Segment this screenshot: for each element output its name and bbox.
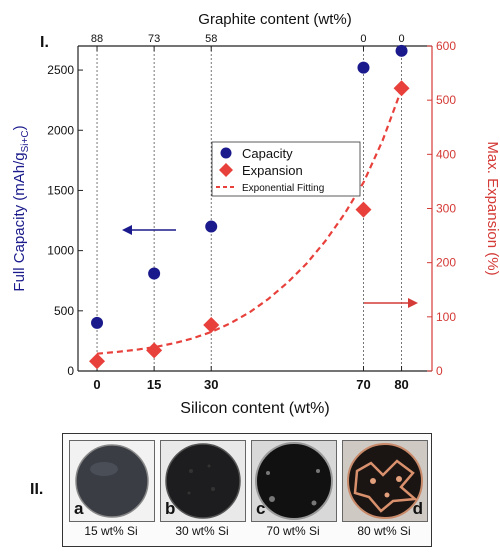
y-right-tick-label: 300 [436, 202, 456, 216]
legend-expansion-marker [219, 163, 233, 177]
y-right-tick-label: 500 [436, 93, 456, 107]
photo-image: c [251, 440, 337, 522]
electrode-disc-image [75, 444, 149, 518]
photo-letter: b [165, 499, 176, 518]
chart-area: 0 88 15 73 30 58 70 0 80 0 0 500 1000 1500 2000 2500 0 10… [11, 11, 500, 417]
photo-caption: 15 wt% Si [84, 524, 138, 538]
capacity-point [357, 61, 370, 74]
top-tick-label: 0 [398, 33, 404, 45]
expansion-point [146, 342, 163, 359]
legend-capacity-label: Capacity [242, 146, 293, 161]
expansion-point [203, 316, 220, 333]
expansion-point [393, 80, 410, 97]
y-right-tick-label: 600 [436, 39, 456, 53]
y-left-tick-label: 2000 [47, 123, 74, 137]
photo-letter: d [412, 499, 423, 518]
capacity-point [91, 316, 104, 329]
y-right-tick-label: 100 [436, 310, 456, 324]
electrode-disc-image [165, 443, 241, 519]
top-tick-label: 88 [91, 33, 103, 45]
photo-caption: 30 wt% Si [175, 524, 229, 538]
capacity-point [148, 267, 161, 280]
photo-letter: c [256, 499, 266, 518]
photo-caption: 80 wt% Si [357, 524, 411, 538]
x-tick-label: 70 [356, 377, 370, 392]
x-tick-label: 30 [204, 377, 218, 392]
y-left-tick-label: 500 [54, 304, 74, 318]
x-tick-label: 80 [394, 377, 408, 392]
top-tick-label: 58 [205, 33, 217, 45]
y-left-tick-label: 1000 [47, 244, 74, 258]
top-tick-label: 73 [148, 33, 160, 45]
electrode-disc-image [347, 443, 423, 519]
photo-image: b [160, 440, 246, 522]
photo-letter: a [74, 499, 84, 518]
left-arrow-head [122, 225, 132, 235]
expansion-point [355, 201, 372, 218]
top-tick-label: 0 [360, 33, 366, 45]
y-right-axis-label: Max. Expansion (%) [484, 141, 500, 275]
panel-label-top: I. [40, 34, 49, 51]
top-axis-label: Graphite content (wt%) [198, 11, 351, 28]
legend-fit-label: Exponential Fitting [242, 183, 324, 194]
photo-15wt: a 15 wt% Si [69, 440, 155, 540]
photo-70wt: c 70 wt% Si [251, 440, 337, 540]
legend-box [211, 141, 361, 197]
photo-caption: 70 wt% Si [266, 524, 320, 538]
legend-expansion-label: Expansion [242, 163, 303, 178]
capacity-point [395, 44, 408, 57]
y-right-tick-label: 400 [436, 147, 456, 161]
photo-panel: a 15 wt% Si b 30 wt% Si c 70 wt% Si [62, 433, 432, 547]
expansion-point [89, 353, 106, 370]
y-right-tick-label: 200 [436, 256, 456, 270]
y-left-tick-label: 2500 [47, 63, 74, 77]
right-arrow-head [408, 298, 418, 308]
electrode-disc-image [255, 442, 333, 520]
photo-image: d [342, 440, 428, 522]
photo-image: a [69, 440, 155, 522]
y-left-tick-label: 0 [67, 364, 74, 378]
y-left-axis-label: Full Capacity (mAh/gSi+C) [11, 125, 31, 291]
photo-80wt: d 80 wt% Si [342, 440, 428, 540]
capacity-point [205, 220, 218, 233]
y-right-tick-label: 0 [436, 364, 443, 378]
x-axis-label: Silicon content (wt%) [180, 400, 329, 417]
legend-capacity-marker [220, 147, 232, 159]
photo-30wt: b 30 wt% Si [160, 440, 246, 540]
panel-label-bottom: II. [30, 481, 44, 498]
fit-curve [96, 88, 403, 355]
y-left-tick-label: 1500 [47, 183, 74, 197]
x-tick-label: 15 [147, 377, 161, 392]
x-tick-label: 0 [93, 377, 100, 392]
